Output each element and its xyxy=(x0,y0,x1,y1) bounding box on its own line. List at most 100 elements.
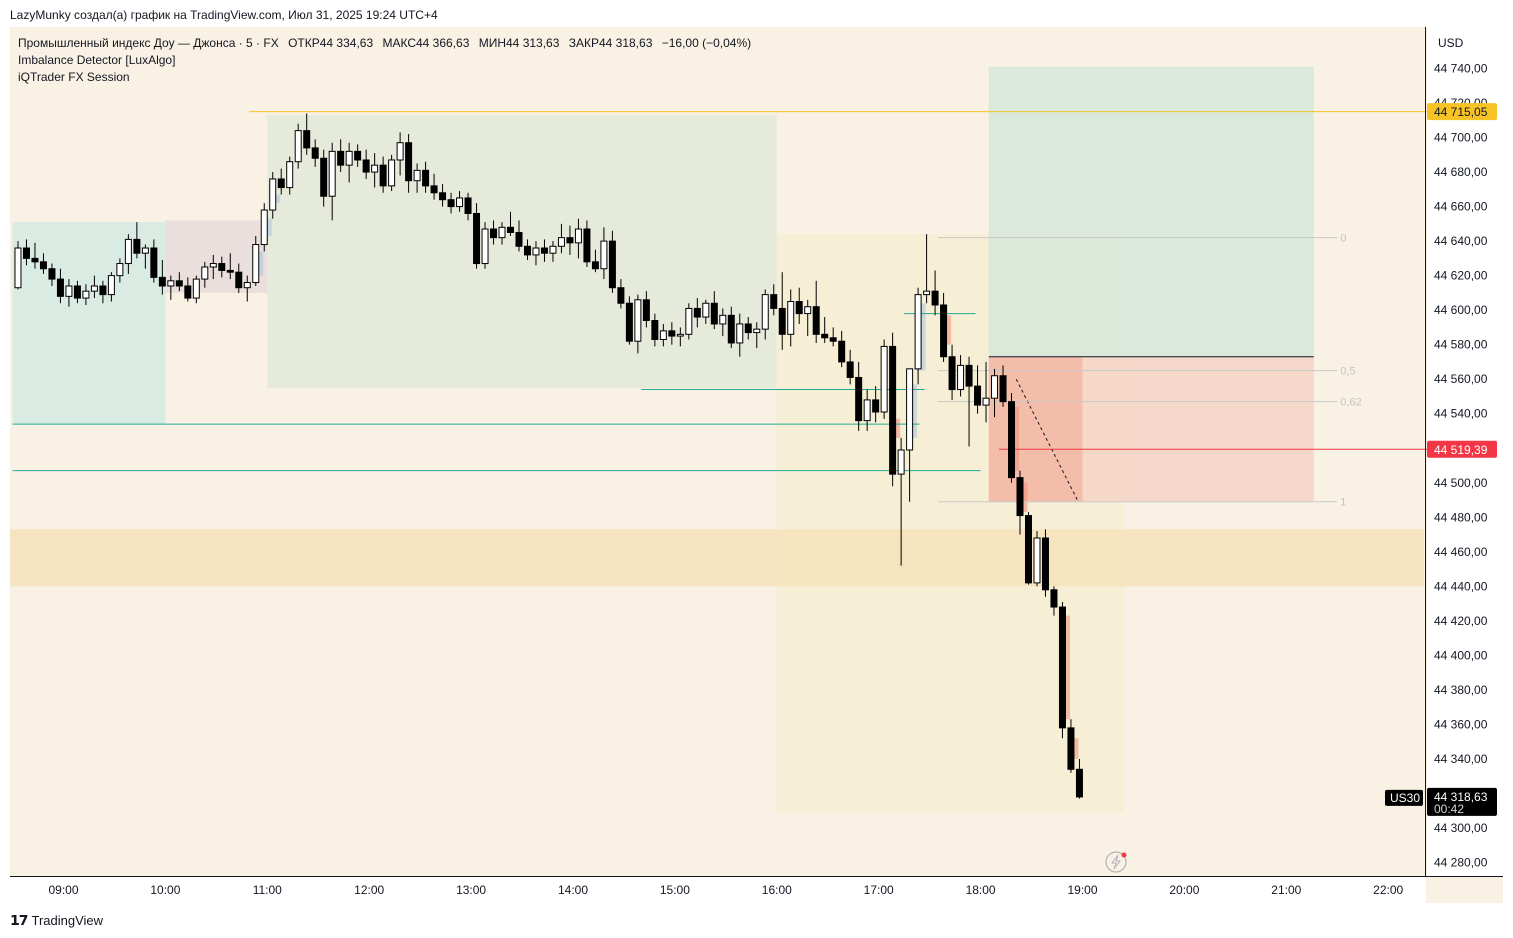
time-axis-background xyxy=(10,877,1426,903)
position-path-line xyxy=(1015,378,1078,501)
candle xyxy=(642,291,650,328)
candle xyxy=(490,220,498,245)
candle xyxy=(685,303,693,340)
candle-body-down xyxy=(48,268,56,280)
candle-body-down xyxy=(693,307,701,318)
candle xyxy=(829,327,837,347)
candle xyxy=(940,292,948,362)
take-profit-zone xyxy=(988,66,1314,357)
candle-body-up xyxy=(260,209,268,246)
price-label-text: 44 715,05 xyxy=(1434,105,1488,119)
candle xyxy=(167,275,175,300)
candle xyxy=(65,279,73,307)
candle-body-down xyxy=(464,197,472,214)
candle-body-up xyxy=(201,266,209,280)
candle-body-up xyxy=(65,285,73,297)
price-label-box xyxy=(1427,440,1497,458)
time-tick-label: 14:00 xyxy=(558,883,588,897)
time-tick-label: 19:00 xyxy=(1067,883,1097,897)
candle-body-up xyxy=(413,169,421,182)
candle xyxy=(549,241,557,262)
candle xyxy=(795,287,803,324)
price-tick-label: 44 440,00 xyxy=(1434,579,1488,593)
candle-body-up xyxy=(787,301,795,335)
candle xyxy=(175,272,183,292)
candle xyxy=(999,365,1007,407)
price-tick-label: 44 620,00 xyxy=(1434,269,1488,283)
candle-body-up xyxy=(982,397,990,406)
candle-body-down xyxy=(56,278,64,297)
candle-body-down xyxy=(303,130,311,149)
candle xyxy=(473,203,481,269)
candle xyxy=(277,168,285,195)
candle xyxy=(133,222,141,259)
fib-label: 0,62 xyxy=(1340,397,1361,409)
candle-body-down xyxy=(226,269,234,273)
indicator-imbalance-detector[interactable]: Imbalance Detector [LuxAlgo] xyxy=(18,53,176,67)
candle xyxy=(736,313,744,357)
candle-body-up xyxy=(676,333,684,337)
tradingview-brand[interactable]: 𝟭𝟳 TradingView xyxy=(10,912,103,929)
candle xyxy=(260,203,268,252)
countdown-label: 00:42 xyxy=(1434,802,1464,816)
candle xyxy=(693,298,701,328)
currency-button[interactable]: USD xyxy=(1429,32,1497,54)
candle xyxy=(974,365,982,414)
candle-body-up xyxy=(141,247,149,254)
candle-body-down xyxy=(133,238,141,254)
symbol-title[interactable]: Промышленный индекс Доу — Джонса · 5 · F… xyxy=(18,36,279,50)
candle-body-down xyxy=(150,247,158,278)
candle xyxy=(124,234,132,274)
candle-body-down xyxy=(1016,477,1024,517)
candle-body-down xyxy=(1058,606,1066,729)
price-tick-label: 44 540,00 xyxy=(1434,407,1488,421)
candle xyxy=(209,254,217,280)
candle xyxy=(1016,470,1024,535)
price-tick-label: 44 560,00 xyxy=(1434,372,1488,386)
candle-body-down xyxy=(965,364,973,387)
candle-body-down xyxy=(99,285,107,296)
candle xyxy=(659,323,667,347)
candle-body-down xyxy=(354,150,362,161)
candle xyxy=(90,275,98,299)
candle-body-up xyxy=(634,299,642,342)
candle-body-up xyxy=(328,150,336,197)
candle-body-down xyxy=(846,361,854,378)
candle xyxy=(447,192,455,214)
candle xyxy=(422,161,430,193)
candle-body-down xyxy=(337,150,345,166)
candle-body-up xyxy=(345,150,353,166)
candle-body-up xyxy=(914,294,922,370)
candle-body-up xyxy=(685,307,693,335)
close-value: ЗАКР44 318,63 xyxy=(568,36,653,50)
candle-body-up xyxy=(574,228,582,244)
lightning-alert-icon[interactable] xyxy=(1105,851,1127,873)
candle xyxy=(14,241,22,290)
candle-body-down xyxy=(744,323,752,334)
indicator-fx-session[interactable]: iQTrader FX Session xyxy=(18,70,130,84)
candle xyxy=(388,154,396,192)
candle-body-down xyxy=(515,231,523,247)
candle-body-down xyxy=(651,320,659,340)
candle xyxy=(804,299,812,337)
candle-body-down xyxy=(591,261,599,270)
candle xyxy=(498,222,506,245)
candle-body-down xyxy=(855,376,863,422)
candle-body-up xyxy=(736,323,744,344)
candle xyxy=(668,322,676,345)
price-tick-label: 44 400,00 xyxy=(1434,648,1488,662)
candle-body-up xyxy=(659,330,667,340)
time-tick-label: 10:00 xyxy=(150,883,180,897)
price-tick-label: 44 340,00 xyxy=(1434,752,1488,766)
price-tick-label: 44 300,00 xyxy=(1434,821,1488,835)
time-tick-label: 18:00 xyxy=(966,883,996,897)
candle-body-down xyxy=(490,228,498,239)
candle xyxy=(634,294,642,354)
candle-body-down xyxy=(829,337,837,342)
candle-body-up xyxy=(107,275,115,296)
candle xyxy=(107,272,115,302)
candle-body-down xyxy=(999,375,1007,403)
candle-body-down xyxy=(940,304,948,358)
